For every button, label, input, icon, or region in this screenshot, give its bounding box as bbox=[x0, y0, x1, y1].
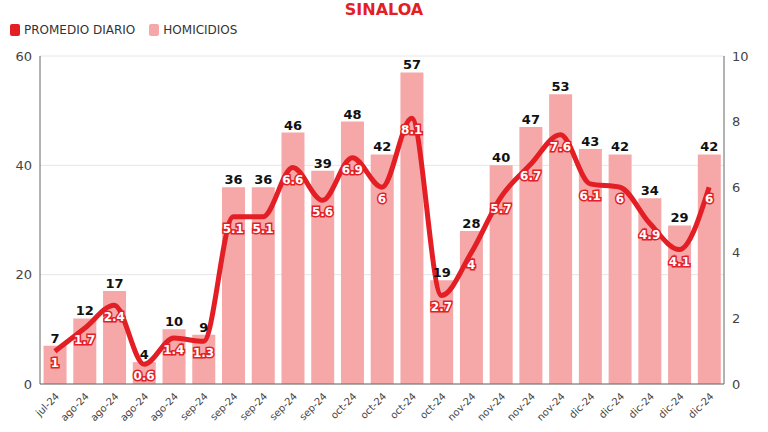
svg-text:nov-24: nov-24 bbox=[505, 391, 537, 423]
svg-text:4.9: 4.9 bbox=[639, 228, 660, 242]
svg-text:dic-24: dic-24 bbox=[626, 391, 656, 421]
svg-text:nov-24: nov-24 bbox=[535, 391, 567, 423]
svg-text:dic-24: dic-24 bbox=[597, 391, 627, 421]
svg-text:47: 47 bbox=[522, 112, 540, 127]
svg-text:5.1: 5.1 bbox=[223, 222, 244, 236]
svg-text:29: 29 bbox=[671, 210, 689, 225]
svg-text:6: 6 bbox=[616, 192, 624, 206]
svg-text:34: 34 bbox=[641, 183, 659, 198]
svg-text:6.7: 6.7 bbox=[520, 169, 541, 183]
svg-text:sep-24: sep-24 bbox=[178, 391, 210, 423]
svg-text:dic-24: dic-24 bbox=[686, 391, 716, 421]
svg-text:6: 6 bbox=[378, 192, 386, 206]
svg-text:40: 40 bbox=[492, 150, 510, 165]
svg-text:oct-24: oct-24 bbox=[358, 391, 388, 421]
svg-text:20: 20 bbox=[15, 267, 32, 282]
svg-text:46: 46 bbox=[284, 118, 302, 133]
svg-text:sep-24: sep-24 bbox=[297, 391, 329, 423]
svg-text:10: 10 bbox=[732, 49, 749, 64]
svg-text:oct-24: oct-24 bbox=[388, 391, 418, 421]
svg-text:jul-24: jul-24 bbox=[33, 391, 61, 419]
svg-text:42: 42 bbox=[373, 139, 391, 154]
svg-text:ago-24: ago-24 bbox=[148, 391, 181, 424]
svg-text:39: 39 bbox=[314, 156, 332, 171]
svg-text:sep-24: sep-24 bbox=[208, 391, 240, 423]
svg-text:36: 36 bbox=[224, 172, 242, 187]
svg-text:0: 0 bbox=[24, 377, 32, 392]
svg-text:ago-24: ago-24 bbox=[118, 391, 151, 424]
svg-text:28: 28 bbox=[462, 216, 480, 231]
svg-text:2: 2 bbox=[732, 311, 740, 326]
svg-text:1.4: 1.4 bbox=[163, 343, 184, 357]
svg-text:dic-24: dic-24 bbox=[567, 391, 597, 421]
svg-text:8.1: 8.1 bbox=[401, 123, 422, 137]
svg-text:12: 12 bbox=[76, 303, 94, 318]
svg-text:2.7: 2.7 bbox=[431, 300, 452, 314]
svg-text:oct-24: oct-24 bbox=[418, 391, 448, 421]
svg-text:5.7: 5.7 bbox=[490, 202, 511, 216]
svg-text:1.3: 1.3 bbox=[193, 346, 214, 360]
svg-text:17: 17 bbox=[106, 276, 124, 291]
svg-text:60: 60 bbox=[15, 49, 32, 64]
svg-text:ago-24: ago-24 bbox=[58, 391, 91, 424]
svg-text:43: 43 bbox=[581, 134, 599, 149]
svg-text:oct-24: oct-24 bbox=[328, 391, 358, 421]
svg-text:57: 57 bbox=[403, 57, 421, 72]
svg-text:sep-24: sep-24 bbox=[267, 391, 299, 423]
svg-text:2.4: 2.4 bbox=[104, 310, 125, 324]
svg-text:5.1: 5.1 bbox=[252, 222, 273, 236]
svg-text:53: 53 bbox=[552, 79, 570, 94]
svg-text:sep-24: sep-24 bbox=[238, 391, 270, 423]
html-text:PROMEDIO DIARIO: PROMEDIO DIARIO bbox=[24, 23, 136, 37]
svg-text:48: 48 bbox=[343, 107, 361, 122]
svg-text:19: 19 bbox=[433, 265, 451, 280]
svg-text:40: 40 bbox=[15, 158, 32, 173]
svg-text:7: 7 bbox=[51, 331, 60, 346]
svg-text:6.6: 6.6 bbox=[282, 173, 303, 187]
svg-text:0: 0 bbox=[732, 377, 740, 392]
svg-text:6: 6 bbox=[705, 192, 713, 206]
svg-text:6.1: 6.1 bbox=[580, 189, 601, 203]
svg-text:42: 42 bbox=[611, 139, 629, 154]
svg-text:4.1: 4.1 bbox=[669, 255, 690, 269]
svg-text:8: 8 bbox=[732, 114, 740, 129]
svg-text:0.6: 0.6 bbox=[133, 369, 154, 383]
svg-text:1.7: 1.7 bbox=[74, 333, 95, 347]
svg-text:6: 6 bbox=[732, 180, 740, 195]
svg-text:36: 36 bbox=[254, 172, 272, 187]
html-text:HOMICIDIOS: HOMICIDIOS bbox=[163, 23, 238, 37]
html-text:SINALOA: SINALOA bbox=[344, 0, 424, 19]
svg-text:dic-24: dic-24 bbox=[656, 391, 686, 421]
svg-text:4: 4 bbox=[467, 258, 475, 272]
svg-text:ago-24: ago-24 bbox=[88, 391, 121, 424]
svg-text:10: 10 bbox=[165, 314, 183, 329]
svg-text:7.6: 7.6 bbox=[550, 140, 571, 154]
svg-text:nov-24: nov-24 bbox=[475, 391, 507, 423]
svg-text:9: 9 bbox=[199, 320, 208, 335]
svg-text:5.6: 5.6 bbox=[312, 205, 333, 219]
svg-text:nov-24: nov-24 bbox=[446, 391, 478, 423]
svg-text:42: 42 bbox=[700, 139, 718, 154]
svg-text:6.9: 6.9 bbox=[342, 163, 363, 177]
svg-text:4: 4 bbox=[732, 245, 740, 260]
svg-text:4: 4 bbox=[140, 347, 149, 362]
svg-text:1: 1 bbox=[51, 356, 59, 370]
